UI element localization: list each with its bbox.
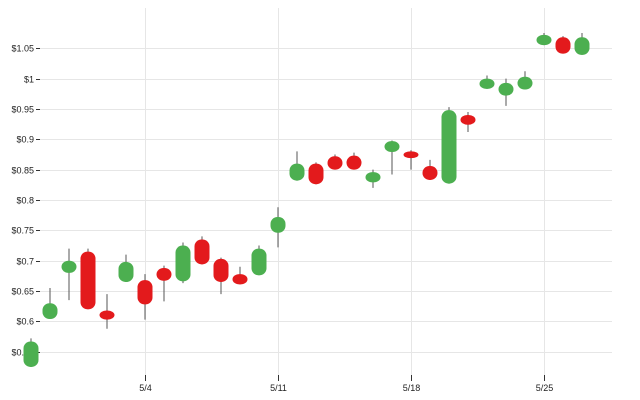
y-tick-label: $0.7 xyxy=(16,257,34,267)
candle-series xyxy=(23,33,590,367)
y-tick-label: $0.85 xyxy=(11,166,34,176)
x-axis: 5/45/115/185/256/16/8 xyxy=(139,375,554,393)
y-tick-label: $0.8 xyxy=(16,196,34,206)
candle-body-up xyxy=(23,341,39,367)
candle-body-down xyxy=(194,239,210,265)
candle-body-up xyxy=(270,217,286,233)
candle-body-up xyxy=(384,141,400,153)
candle-body-up xyxy=(251,248,267,276)
x-tick-label: 5/11 xyxy=(270,383,287,393)
candle-body-down xyxy=(137,280,153,305)
candle-body-down xyxy=(422,166,438,180)
candle-body-up xyxy=(289,163,305,181)
candle-body-down xyxy=(99,310,115,320)
candle-body-down xyxy=(403,151,419,159)
candle-body-down xyxy=(460,115,476,125)
y-tick-label: $1.05 xyxy=(11,44,34,54)
candle-body-down xyxy=(555,37,571,54)
x-tick-label: 5/18 xyxy=(403,383,421,393)
candle-body-up xyxy=(498,82,514,96)
y-tick-label: $0.6 xyxy=(16,317,34,327)
y-tick-label: $1 xyxy=(24,75,34,85)
candle-body-up xyxy=(365,172,381,183)
grid-layer xyxy=(40,8,612,378)
x-tick-label: 5/4 xyxy=(139,383,152,393)
candle-body-up xyxy=(118,261,134,282)
y-tick-label: $0.65 xyxy=(11,287,34,297)
x-tick-label: 5/25 xyxy=(536,383,554,393)
candle-body-up xyxy=(441,110,457,184)
candle-body-down xyxy=(232,274,248,285)
y-tick-label: $0.9 xyxy=(16,135,34,145)
y-tick-label: $0.95 xyxy=(11,105,34,115)
candle-body-up xyxy=(479,78,495,89)
candle-body-up xyxy=(42,303,58,319)
y-axis: $0.55 $0.6 $0.65 $0.7 $0.75 $0.8 $0.85 $0.9 $0.9… xyxy=(11,44,40,358)
candle-body-down xyxy=(156,268,172,281)
candle-body-down xyxy=(327,156,343,170)
y-tick-label: $0.75 xyxy=(11,226,34,236)
candle-body-up xyxy=(574,37,590,55)
y-tick-label: $0.55 xyxy=(11,348,34,358)
candle-body-up xyxy=(175,245,191,282)
candle-body-down xyxy=(308,163,324,185)
candle-body-up xyxy=(61,260,77,273)
candle-body-down xyxy=(346,155,362,170)
candle-body-down xyxy=(213,258,229,282)
candle-body-up xyxy=(517,76,533,90)
candle-body-up xyxy=(536,34,552,46)
candle-body-down xyxy=(80,251,96,310)
